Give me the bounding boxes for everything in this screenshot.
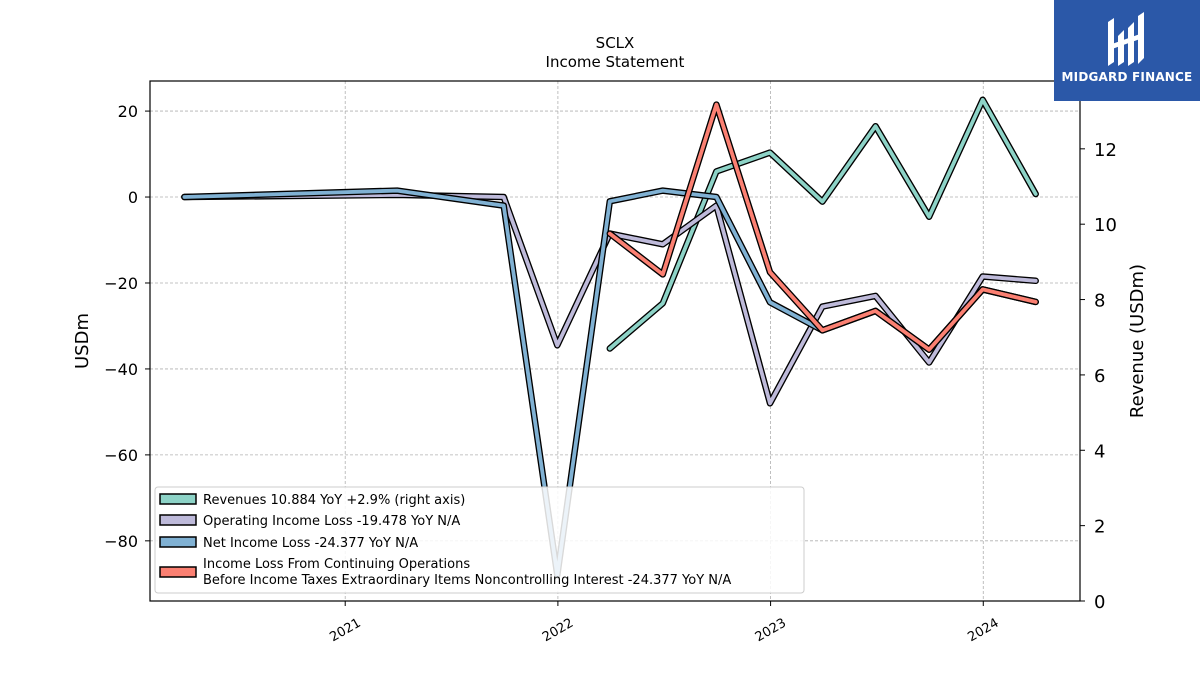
midgard-finance-logo: MIDGARD FINANCE: [1054, 0, 1200, 101]
y-tick-label-left: 0: [128, 188, 138, 207]
y-tick-label-left: 20: [118, 102, 138, 121]
y-axis-label-right: Revenue (USDm): [1127, 264, 1148, 418]
plot-frame: [149, 80, 1081, 602]
chart-title: SCLX: [596, 34, 635, 52]
x-tick-label: 2024: [965, 616, 1001, 646]
x-tick-label: 2022: [540, 616, 576, 646]
series-stroke: [607, 102, 1038, 352]
legend-label: Net Income Loss -24.377 YoY N/A: [203, 536, 418, 551]
legend-swatch: [159, 514, 197, 526]
legend-label: Operating Income Loss -19.478 YoY N/A: [203, 514, 460, 529]
series-2-line: [181, 191, 1039, 407]
series-4-line: [606, 101, 1039, 353]
y-tick-label-right: 8: [1094, 291, 1105, 312]
series-stroke: [607, 97, 1038, 351]
midgard-logo-icon: [1108, 12, 1144, 66]
series-1-line: [606, 96, 1039, 352]
series-outline: [181, 191, 1039, 407]
legend-swatch: [159, 566, 197, 578]
y-tick-label-right: 0: [1094, 592, 1105, 613]
y-tick-label-right: 10: [1094, 215, 1117, 236]
y-tick-label-left: −60: [104, 446, 138, 465]
y-axis-label-left: USDm: [72, 313, 93, 369]
logo-text: MIDGARD FINANCE: [1061, 70, 1193, 84]
y-tick-label-right: 2: [1094, 517, 1105, 538]
y-tick-label-right: 4: [1094, 441, 1105, 462]
legend-swatch: [159, 493, 197, 505]
y-tick-label-left: −40: [104, 360, 138, 379]
legend-label-line2: Before Income Taxes Extraordinary Items …: [203, 573, 731, 588]
series-stroke: [182, 192, 1038, 406]
y-tick-label-right: 6: [1094, 366, 1105, 387]
legend-swatch: [159, 536, 197, 548]
x-tick-label: 2023: [753, 616, 789, 646]
x-tick-label: 2021: [327, 616, 363, 646]
series-lines: [181, 96, 1039, 579]
y-tick-label-left: −80: [104, 532, 138, 551]
y-tick-label-left: −20: [104, 274, 138, 293]
legend-frame: [154, 486, 805, 594]
legend: Revenues 10.884 YoY +2.9% (right axis) Op…: [154, 486, 805, 594]
legend-label: Revenues 10.884 YoY +2.9% (right axis): [203, 493, 465, 508]
series-outline: [606, 101, 1039, 353]
y-tick-label-right: 12: [1094, 140, 1117, 161]
legend-label: Income Loss From Continuing Operations: [203, 557, 470, 572]
chart-subtitle: Income Statement: [546, 53, 685, 71]
